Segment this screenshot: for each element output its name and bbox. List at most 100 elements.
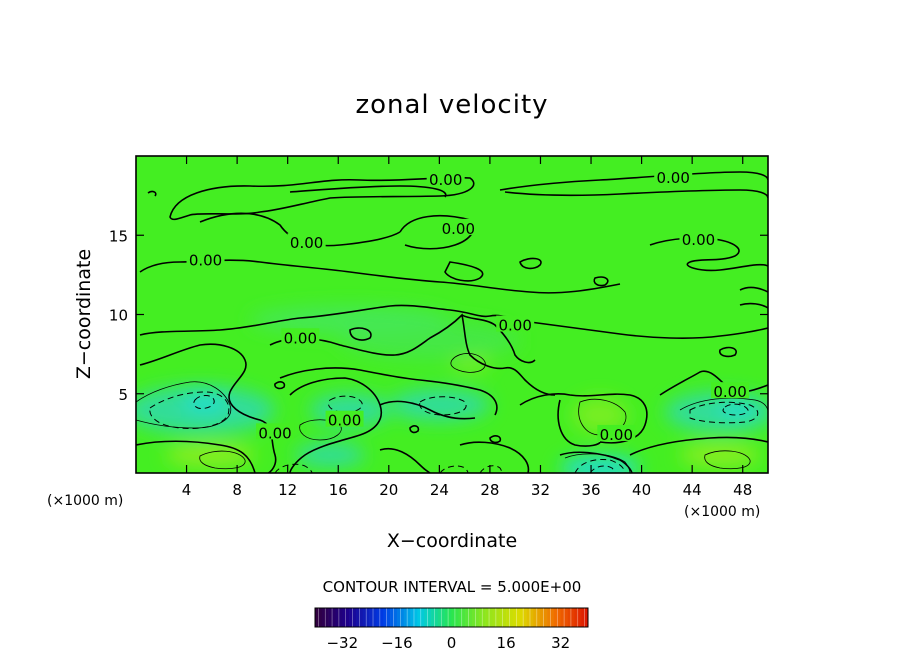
colorbar-cell xyxy=(499,608,503,627)
contour-line-thin xyxy=(704,450,751,470)
colorbar-cell xyxy=(332,608,336,627)
contour-line xyxy=(718,346,737,358)
y-tick-label: 5 xyxy=(118,386,128,404)
colorbar-cell xyxy=(523,608,527,627)
x-tick-label: 4 xyxy=(182,481,192,499)
colorbar-cell xyxy=(359,608,364,627)
contour-line xyxy=(739,302,768,309)
contour-line-negative xyxy=(574,459,626,473)
x-axis: 4 8 12 16 20 24 28 32 36 40 44 48 xyxy=(182,156,752,499)
colorbar-tick-label: 16 xyxy=(497,634,516,652)
contour-label-bg xyxy=(186,250,225,267)
x-tick-label: 28 xyxy=(480,481,499,499)
x-tick-label: 12 xyxy=(278,481,297,499)
contour-line xyxy=(739,286,768,293)
contour-line-thin xyxy=(299,419,342,441)
colorbar-cell xyxy=(543,608,548,627)
colorbar-cell xyxy=(506,608,510,627)
colorbar-cell xyxy=(386,608,391,627)
x-tick-label: 8 xyxy=(232,481,242,499)
y-tick-label: 10 xyxy=(109,307,128,325)
contour-line xyxy=(504,189,768,199)
x-tick-label: 48 xyxy=(733,481,752,499)
colorbar-cell xyxy=(441,608,445,627)
colorbar-cell xyxy=(461,608,466,627)
colorbar-cell xyxy=(424,608,428,627)
contour-label-bg xyxy=(325,410,364,427)
contour-line xyxy=(629,436,768,456)
contour-line-negative xyxy=(722,403,749,416)
field-patch xyxy=(718,402,758,418)
colorbar-cell xyxy=(444,608,449,627)
colorbar-cell xyxy=(574,608,579,627)
colorbar-cell xyxy=(454,608,459,627)
field-patch xyxy=(560,456,640,473)
contour-line xyxy=(147,190,157,197)
colorbar-cell xyxy=(366,608,370,627)
contour-label-bg xyxy=(654,168,693,185)
colorbar-cell xyxy=(328,608,333,627)
colorbar xyxy=(315,608,589,627)
contour-label-bg xyxy=(287,233,326,250)
contour-line xyxy=(136,440,256,473)
contour-line-negative xyxy=(479,465,503,473)
contour-line-negative xyxy=(149,391,230,429)
contour-line xyxy=(349,327,372,341)
colorbar-cell xyxy=(434,608,439,627)
colorbar-cell xyxy=(492,608,497,627)
colorbar-cell xyxy=(318,608,323,627)
colorbar-cell xyxy=(345,608,350,627)
contour-label: 0.00 xyxy=(600,426,633,444)
colorbar-tick-label: −32 xyxy=(326,634,358,652)
contour-label-bg xyxy=(711,382,750,399)
colorbar-cell xyxy=(536,608,541,627)
colorbar-cell xyxy=(495,608,500,627)
colorbar-tick-label: −16 xyxy=(381,634,413,652)
contour-lines xyxy=(136,171,768,473)
contour-label: 0.00 xyxy=(328,412,361,430)
colorbar-cell xyxy=(410,608,415,627)
colorbar-cell xyxy=(383,608,387,627)
colorbar-cell xyxy=(373,608,377,627)
colorbar-cell xyxy=(376,608,381,627)
field-patch xyxy=(572,397,628,433)
colorbar-cell xyxy=(352,608,357,627)
x-axis-label: X−coordinate xyxy=(387,530,517,552)
contour-line xyxy=(519,257,542,270)
y-axis: 5 10 15 xyxy=(109,227,768,404)
contour-label: 0.00 xyxy=(713,383,746,401)
colorbar-cell xyxy=(540,608,544,627)
contour-label: 0.00 xyxy=(189,252,222,270)
colorbar-cell xyxy=(485,608,490,627)
contour-label: 0.00 xyxy=(429,171,462,189)
colorbar-cell xyxy=(451,608,456,627)
colorbar-cell xyxy=(482,608,486,627)
colorbar-tick-label: 0 xyxy=(447,634,457,652)
contour-line xyxy=(459,441,530,473)
contour-line xyxy=(444,261,484,282)
colorbar-cell xyxy=(550,608,555,627)
field-patch xyxy=(295,443,365,467)
colorbar-cell xyxy=(471,608,476,627)
contour-line xyxy=(499,171,768,191)
colorbar-cell xyxy=(526,608,531,627)
contour-label-bg xyxy=(597,424,636,441)
colorbar-cell xyxy=(564,608,568,627)
colorbar-cell xyxy=(400,608,405,627)
contour-line xyxy=(519,393,648,444)
colorbar-cell xyxy=(342,608,347,627)
contour-label: 0.00 xyxy=(284,329,317,347)
field-shading xyxy=(136,306,768,473)
contour-label: 0.00 xyxy=(290,234,323,252)
contour-line-thin xyxy=(199,450,246,470)
colorbar-cell xyxy=(390,608,394,627)
colorbar-tick-label: 32 xyxy=(551,634,570,652)
x-tick-label: 24 xyxy=(430,481,449,499)
contour-line xyxy=(593,276,609,287)
colorbar-cell xyxy=(547,608,551,627)
contour-label: 0.00 xyxy=(442,220,475,238)
colorbar-cell xyxy=(427,608,432,627)
contour-interval: CONTOUR INTERVAL = 5.000E+00 xyxy=(323,578,582,596)
colorbar-cell xyxy=(335,608,340,627)
